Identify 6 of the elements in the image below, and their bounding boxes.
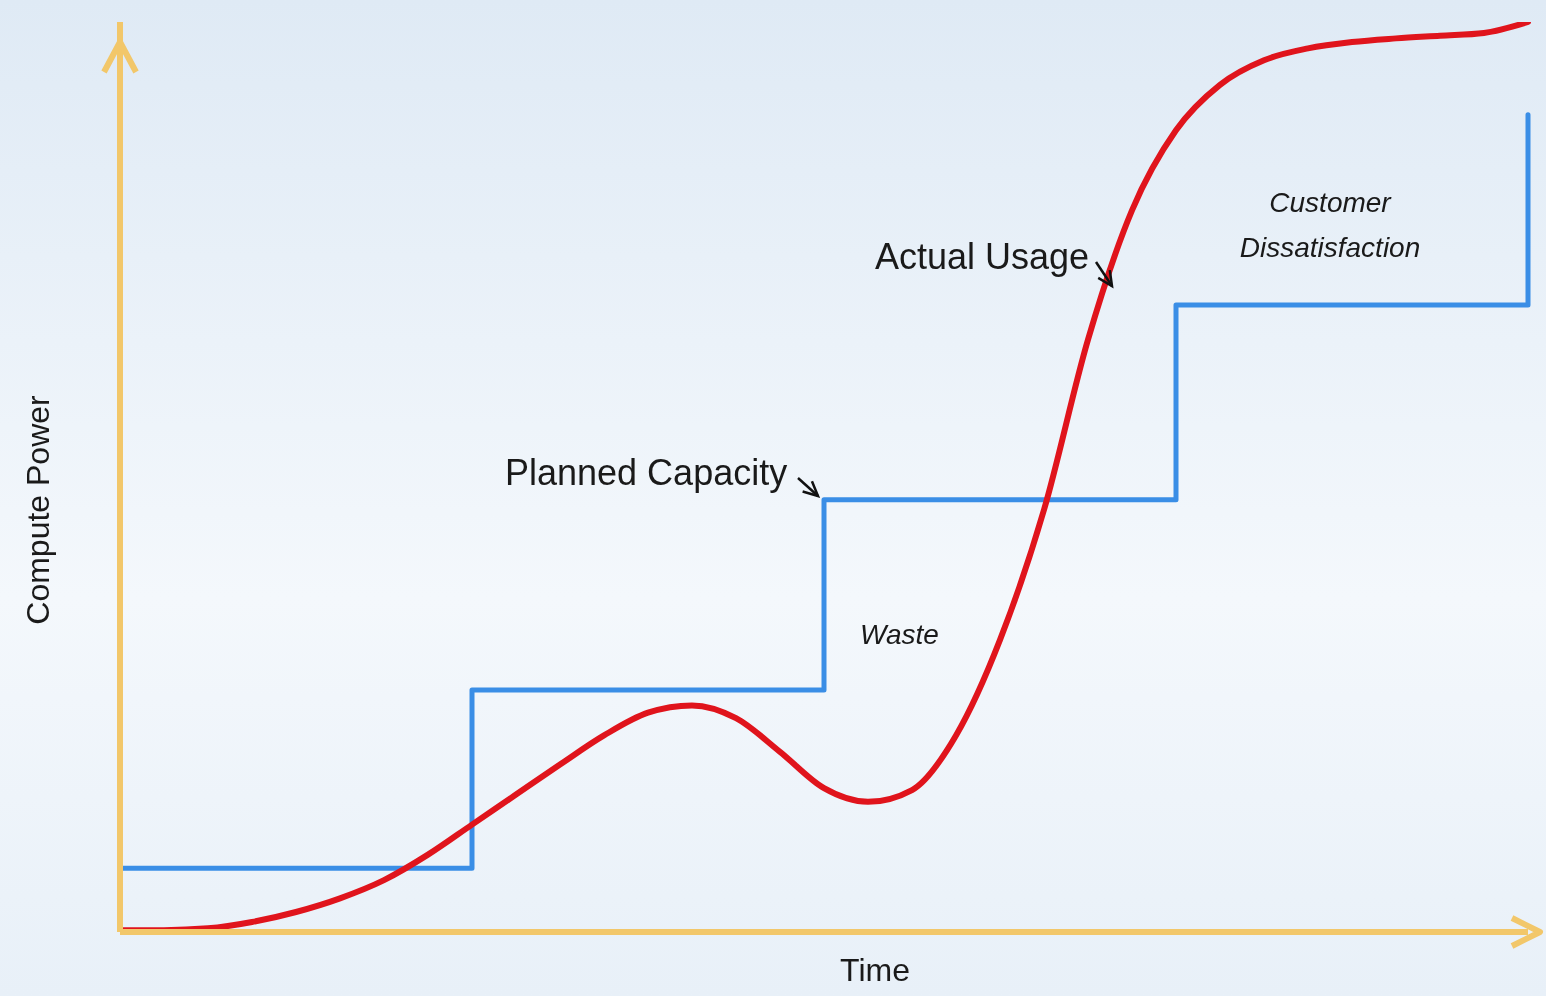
annotation: Waste <box>860 618 940 652</box>
series-label: Actual Usage <box>875 236 1090 278</box>
x-axis-title: Time <box>839 952 911 989</box>
y-axis-title: Compute Power <box>19 395 57 625</box>
series-label: Planned Capacity <box>505 452 788 494</box>
annotation: Customer Dissatisfaction <box>1238 186 1422 265</box>
